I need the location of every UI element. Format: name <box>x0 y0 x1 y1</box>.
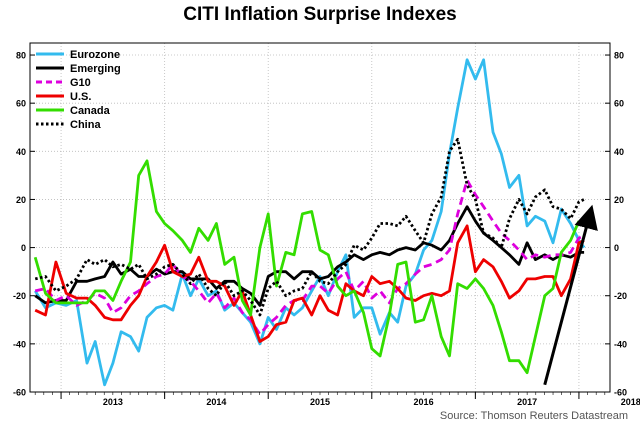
y-tick-label-right: -40 <box>614 339 627 349</box>
legend-label: Canada <box>70 105 111 117</box>
y-tick-label-left: 0 <box>21 243 26 253</box>
series-line-u-s <box>34 224 585 343</box>
legend: Eurozone Emerging G10 U.S. Canada China <box>36 49 121 131</box>
plot-frame <box>29 42 611 393</box>
series-line-g10 <box>34 178 585 336</box>
source-note: Source: Thomson Reuters Datastream <box>439 410 628 422</box>
y-tick-label-left: 60 <box>16 99 26 109</box>
series-line-china <box>34 137 585 317</box>
x-tick-label: 2018 <box>621 397 640 407</box>
legend-label: G10 <box>70 77 91 89</box>
x-tick-label: 2015 <box>310 397 330 407</box>
grid-layer <box>30 43 610 393</box>
series-line-emerging <box>34 205 585 307</box>
series-line-eurozone <box>34 58 586 387</box>
annotation-layer <box>543 204 598 386</box>
legend-label: Emerging <box>70 63 121 75</box>
y-tick-label-right: -60 <box>614 388 627 398</box>
y-tick-label-right: 0 <box>614 243 619 253</box>
trend-arrow <box>543 204 598 386</box>
y-tick-label-right: 40 <box>614 147 624 157</box>
x-tick-label: 2017 <box>517 397 537 407</box>
y-tick-label-right: 80 <box>614 51 624 61</box>
series-layer <box>33 58 586 387</box>
y-tick-label-left: -40 <box>13 339 26 349</box>
y-tick-label-right: -20 <box>614 291 627 301</box>
legend-label: Eurozone <box>70 49 120 61</box>
x-tick-label: 2016 <box>414 397 434 407</box>
series-line-canada <box>33 159 581 375</box>
y-tick-label-left: 40 <box>16 147 26 157</box>
x-tick-label: 2013 <box>103 397 123 407</box>
y-tick-label-left: 20 <box>16 195 26 205</box>
legend-label: China <box>70 119 101 131</box>
y-tick-label-left: 80 <box>16 51 26 61</box>
y-tick-label-right: 60 <box>614 99 624 109</box>
y-tick-label-right: 20 <box>614 195 624 205</box>
y-tick-label-left: -60 <box>13 388 26 398</box>
chart-title: CITI Inflation Surprise Indexes <box>183 4 457 25</box>
legend-label: U.S. <box>70 91 91 103</box>
axis-layer: -60 -60 -40 -40 -20 -20 0 0 20 20 40 40 60 60 80 80 2013… <box>13 51 640 407</box>
x-tick-label: 2014 <box>206 397 226 407</box>
y-tick-label-left: -20 <box>13 291 26 301</box>
